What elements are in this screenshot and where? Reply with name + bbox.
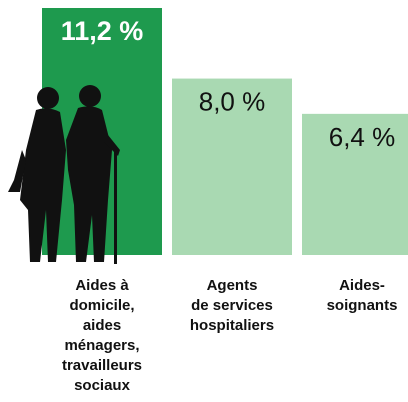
elderly-couple-silhouette <box>8 85 120 264</box>
category-label: Agents de services hospitaliers <box>189 277 275 334</box>
bar <box>302 113 408 255</box>
value-label: 8,0 % <box>199 87 266 117</box>
value-label: 11,2 % <box>61 16 144 46</box>
bar <box>172 78 292 255</box>
category-label: Aides à domicile, aides ménagers, travai… <box>61 277 143 394</box>
value-label: 6,4 % <box>329 122 396 152</box>
category-label: Aides- soignants <box>326 277 398 314</box>
